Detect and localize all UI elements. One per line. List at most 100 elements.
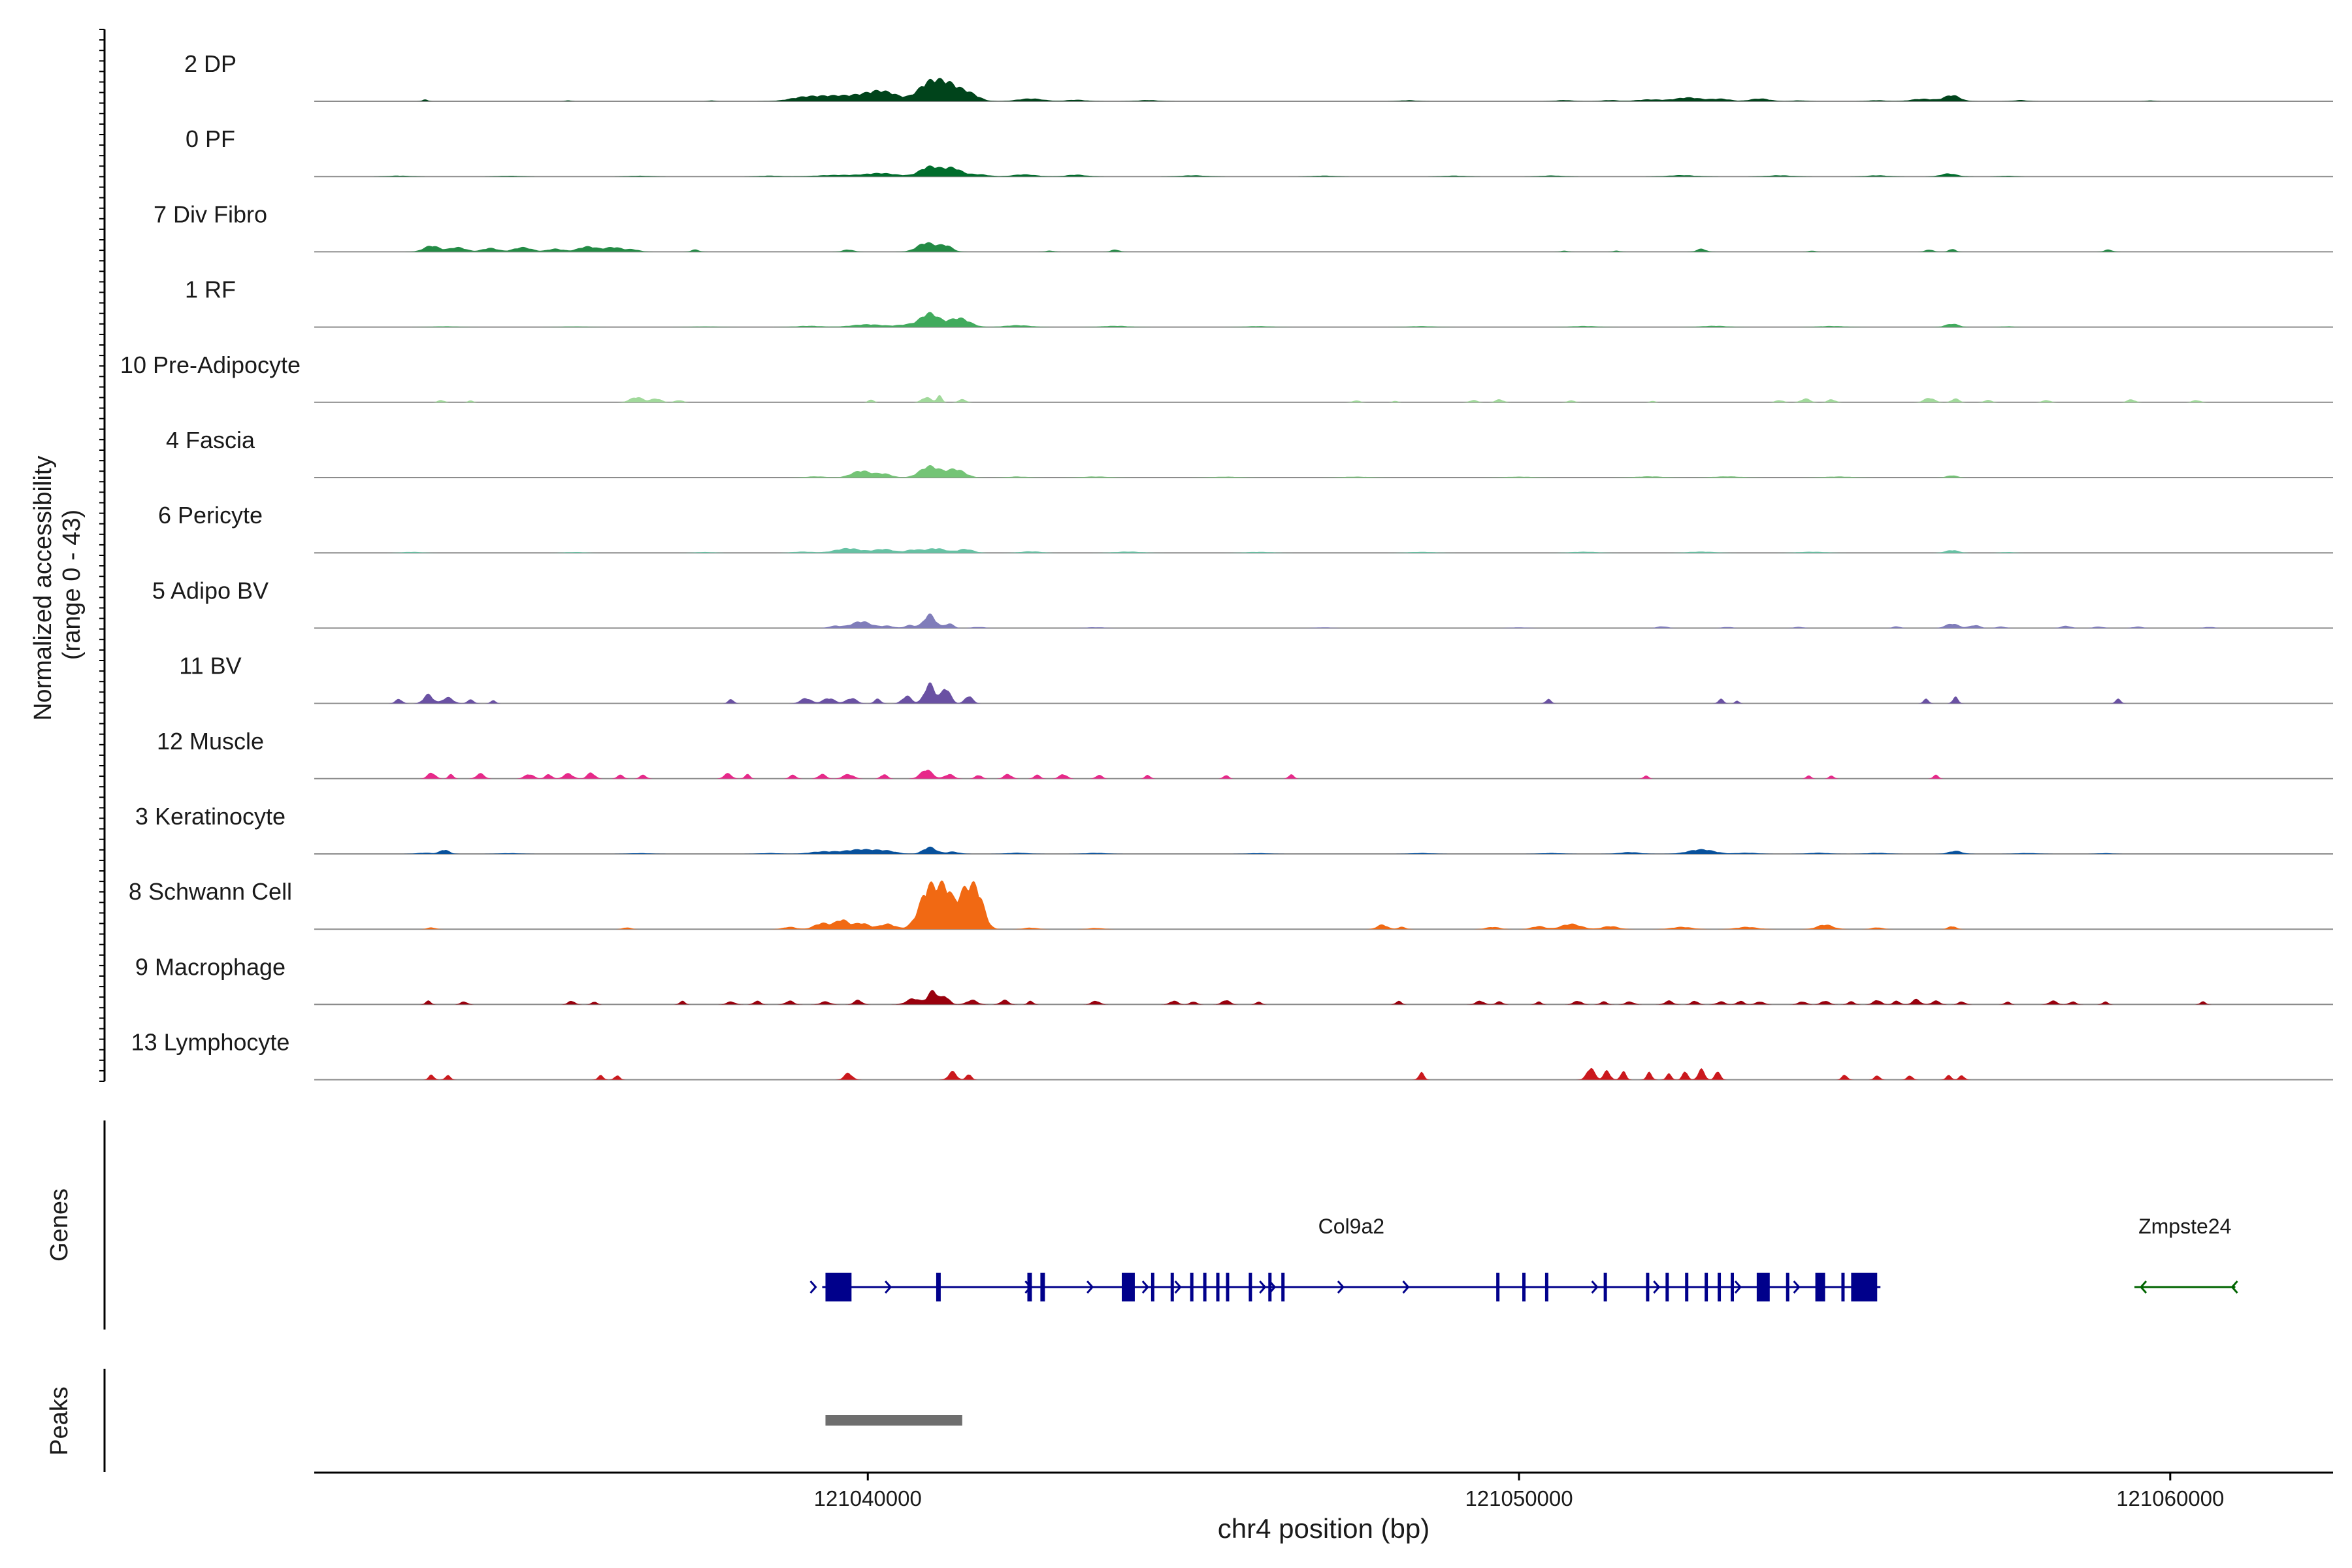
gene-zmpste24: Zmpste24 — [2134, 1215, 2238, 1294]
gene-track: Col9a2 Zmpste24 — [809, 1215, 2238, 1301]
coverage-area — [314, 682, 2333, 704]
gene-exon — [1226, 1273, 1230, 1301]
gene-exon — [1815, 1273, 1825, 1301]
strand-arrow — [1259, 1281, 1267, 1294]
gene-exon — [1646, 1273, 1650, 1301]
track-label: 5 Adipo BV — [152, 577, 269, 604]
track-13: 9 Macrophage — [135, 953, 2333, 1005]
x-tick-label: 121040000 — [814, 1486, 922, 1511]
track-9: 11 BV — [179, 653, 2333, 704]
gene-exon — [825, 1273, 852, 1301]
track-label: 3 Keratinocyte — [135, 803, 286, 830]
gene-exon — [1544, 1273, 1548, 1301]
strand-arrow — [1174, 1281, 1182, 1294]
coverage-y-axis — [99, 29, 106, 1082]
coverage-tracks: 2 DP 0 PF 7 Div Fibro 1 RF 10 Pre-Adipocyte 4… — [120, 50, 2333, 1081]
peaks-panel-label: Peaks — [46, 1386, 73, 1456]
gene-exon — [1151, 1273, 1154, 1301]
peak-region — [825, 1415, 962, 1426]
track-label: 6 Pericyte — [158, 502, 263, 529]
gene-exon — [936, 1273, 941, 1301]
coverage-area — [314, 770, 2333, 779]
track-5: 10 Pre-Adipocyte — [120, 351, 2333, 403]
track-11: 3 Keratinocyte — [135, 803, 2333, 855]
gene-exon — [1522, 1273, 1526, 1301]
gene-exon — [1216, 1273, 1220, 1301]
coverage-area — [314, 78, 2333, 101]
track-label: 0 PF — [186, 125, 235, 152]
track-label: 10 Pre-Adipocyte — [120, 351, 301, 378]
strand-arrow — [2230, 1281, 2238, 1294]
gene-exon — [1851, 1273, 1878, 1301]
x-axis-label: chr4 position (bp) — [1218, 1513, 1430, 1544]
coverage-area — [314, 547, 2333, 553]
genes-panel-label: Genes — [46, 1188, 73, 1262]
track-label: 1 RF — [185, 276, 236, 303]
strand-arrow — [1141, 1281, 1149, 1294]
track-label: 11 BV — [179, 653, 241, 679]
gene-exon — [1603, 1273, 1607, 1301]
coverage-area — [314, 395, 2333, 402]
gene-name: Zmpste24 — [2138, 1215, 2231, 1238]
track-14: 13 Lymphocyte — [131, 1029, 2333, 1081]
strand-arrow — [1402, 1281, 1410, 1294]
y-axis-label-line1: Normalized accessibility — [29, 456, 57, 721]
track-label: 13 Lymphocyte — [131, 1029, 290, 1056]
gene-exon — [1170, 1273, 1174, 1301]
gene-exon — [1040, 1273, 1045, 1301]
gene-exon — [1756, 1273, 1770, 1301]
gene-exon — [1496, 1273, 1500, 1301]
gene-exon — [1122, 1273, 1135, 1301]
gene-exon — [1665, 1273, 1669, 1301]
coverage-area — [314, 880, 2333, 930]
peak-track — [825, 1415, 962, 1426]
coverage-area — [314, 312, 2333, 327]
gene-exon — [1281, 1273, 1285, 1301]
track-label: 2 DP — [184, 50, 237, 77]
track-6: 4 Fascia — [166, 427, 2333, 478]
gene-exon — [1730, 1273, 1734, 1301]
strand-arrow — [1024, 1281, 1032, 1294]
strand-arrow — [1591, 1281, 1599, 1294]
strand-arrow — [1086, 1281, 1094, 1294]
track-7: 6 Pericyte — [158, 502, 2333, 554]
gene-col9a2: Col9a2 — [809, 1215, 1881, 1301]
gene-exon — [1190, 1273, 1194, 1301]
track-label: 8 Schwann Cell — [129, 878, 292, 905]
track-8: 5 Adipo BV — [152, 577, 2333, 629]
strand-arrow — [1337, 1281, 1345, 1294]
gene-exon — [1203, 1273, 1207, 1301]
strand-arrow — [1793, 1281, 1801, 1294]
strand-arrow — [1269, 1281, 1277, 1294]
track-2: 0 PF — [186, 125, 2333, 178]
track-4: 1 RF — [185, 276, 2333, 328]
coverage-area — [314, 846, 2333, 854]
coverage-area — [314, 613, 2333, 629]
x-tick-label: 121060000 — [2116, 1486, 2224, 1511]
track-3: 7 Div Fibro — [154, 201, 2333, 253]
strand-arrow — [885, 1281, 892, 1294]
gene-exon — [1841, 1273, 1845, 1301]
track-label: 9 Macrophage — [135, 953, 286, 980]
x-axis-ticks: 121040000 121050000 121060000 — [814, 1473, 2224, 1511]
strand-arrow — [1653, 1281, 1661, 1294]
coverage-area — [314, 1068, 2333, 1080]
coverage-area — [314, 165, 2333, 177]
gene-exon — [1705, 1273, 1708, 1301]
y-axis-label-line2: (range 0 - 43) — [58, 510, 86, 660]
track-label: 4 Fascia — [166, 427, 255, 453]
strand-arrow — [809, 1281, 817, 1294]
gene-exon — [1718, 1273, 1722, 1301]
coverage-area — [314, 465, 2333, 478]
gene-exon — [1786, 1273, 1789, 1301]
track-label: 12 Muscle — [157, 728, 264, 755]
gene-exon — [1685, 1273, 1689, 1301]
gene-name: Col9a2 — [1318, 1215, 1384, 1238]
strand-arrow — [1734, 1281, 1742, 1294]
strand-arrow — [2139, 1281, 2148, 1294]
track-label: 7 Div Fibro — [154, 201, 267, 227]
y-axis-label: Normalized accessibility (range 0 - 43) — [29, 449, 86, 721]
gene-exon — [1268, 1273, 1272, 1301]
track-12: 8 Schwann Cell — [129, 878, 2333, 930]
